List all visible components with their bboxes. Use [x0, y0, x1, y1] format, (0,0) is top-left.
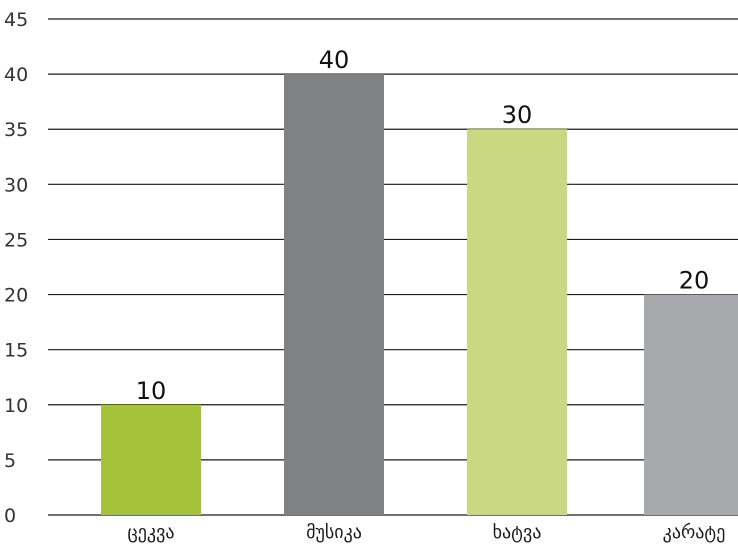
bar-0 — [101, 404, 201, 515]
bars — [101, 74, 738, 515]
y-tick-label: 30 — [4, 174, 28, 196]
bar-1 — [284, 74, 384, 515]
data-label: 20 — [679, 267, 710, 295]
y-tick-label: 0 — [4, 505, 16, 527]
y-axis-ticks: 0 5 10 15 20 25 30 35 40 45 — [4, 9, 28, 527]
x-tick-label: მუსიკა — [306, 522, 362, 543]
y-tick-label: 45 — [4, 9, 28, 31]
data-labels: 10 40 30 20 — [136, 46, 710, 405]
y-tick-label: 20 — [4, 285, 28, 307]
bar-3 — [644, 294, 738, 515]
x-axis-ticks: ცეკვა მუსიკა ხატვა კარატე — [128, 522, 726, 543]
data-label: 40 — [319, 46, 350, 74]
y-tick-label: 10 — [4, 395, 28, 417]
data-label: 30 — [502, 101, 533, 129]
y-tick-label: 25 — [4, 229, 28, 251]
y-tick-label: 5 — [4, 450, 16, 472]
data-label: 10 — [136, 377, 167, 405]
y-tick-label: 15 — [4, 340, 28, 362]
x-tick-label: კარატე — [663, 522, 726, 543]
y-tick-label: 35 — [4, 119, 28, 141]
y-tick-label: 40 — [4, 64, 28, 86]
x-tick-label: ცეკვა — [128, 522, 175, 543]
x-tick-label: ხატვა — [493, 522, 542, 543]
bar-2 — [467, 129, 567, 515]
